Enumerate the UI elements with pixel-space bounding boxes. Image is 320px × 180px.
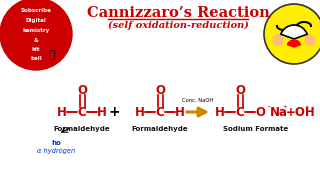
Text: Formaldehyde: Formaldehyde (54, 126, 110, 132)
Text: ⁻: ⁻ (304, 103, 308, 112)
Text: Cannizzaro’s Reaction: Cannizzaro’s Reaction (87, 6, 269, 20)
Text: H: H (135, 105, 145, 118)
Text: ⁺: ⁺ (282, 103, 286, 112)
Text: Digital: Digital (26, 18, 46, 23)
Circle shape (305, 35, 315, 45)
Text: ho: ho (51, 140, 61, 146)
Circle shape (0, 0, 72, 70)
Text: C: C (236, 105, 244, 118)
Text: Na: Na (270, 105, 288, 118)
Text: H: H (215, 105, 225, 118)
Text: O: O (77, 84, 87, 96)
Circle shape (273, 35, 283, 45)
Text: Formaldehyde: Formaldehyde (132, 126, 188, 132)
Text: H: H (57, 105, 67, 118)
Text: O: O (155, 84, 165, 96)
Wedge shape (287, 40, 300, 47)
Text: kemistry: kemistry (22, 28, 50, 33)
Text: O: O (235, 84, 245, 96)
Text: (self oxidation-reduction): (self oxidation-reduction) (108, 21, 248, 30)
Text: α hydrogen: α hydrogen (37, 148, 75, 154)
Text: 🔔: 🔔 (49, 50, 55, 60)
Text: Conc. NaOH: Conc. NaOH (182, 98, 214, 103)
Text: C: C (156, 105, 164, 118)
Text: ⁻: ⁻ (266, 103, 270, 112)
Text: +OH: +OH (286, 105, 316, 118)
Text: &: & (34, 38, 38, 43)
Text: bell: bell (30, 56, 42, 61)
Text: H: H (97, 105, 107, 118)
Text: +: + (108, 105, 120, 119)
Text: C: C (78, 105, 86, 118)
Text: Sodium Formate: Sodium Formate (223, 126, 289, 132)
Text: hit: hit (32, 47, 40, 52)
Text: O: O (255, 105, 265, 118)
Text: H: H (175, 105, 185, 118)
Wedge shape (281, 25, 307, 39)
Circle shape (264, 4, 320, 64)
Text: Subscribe: Subscribe (20, 8, 52, 13)
